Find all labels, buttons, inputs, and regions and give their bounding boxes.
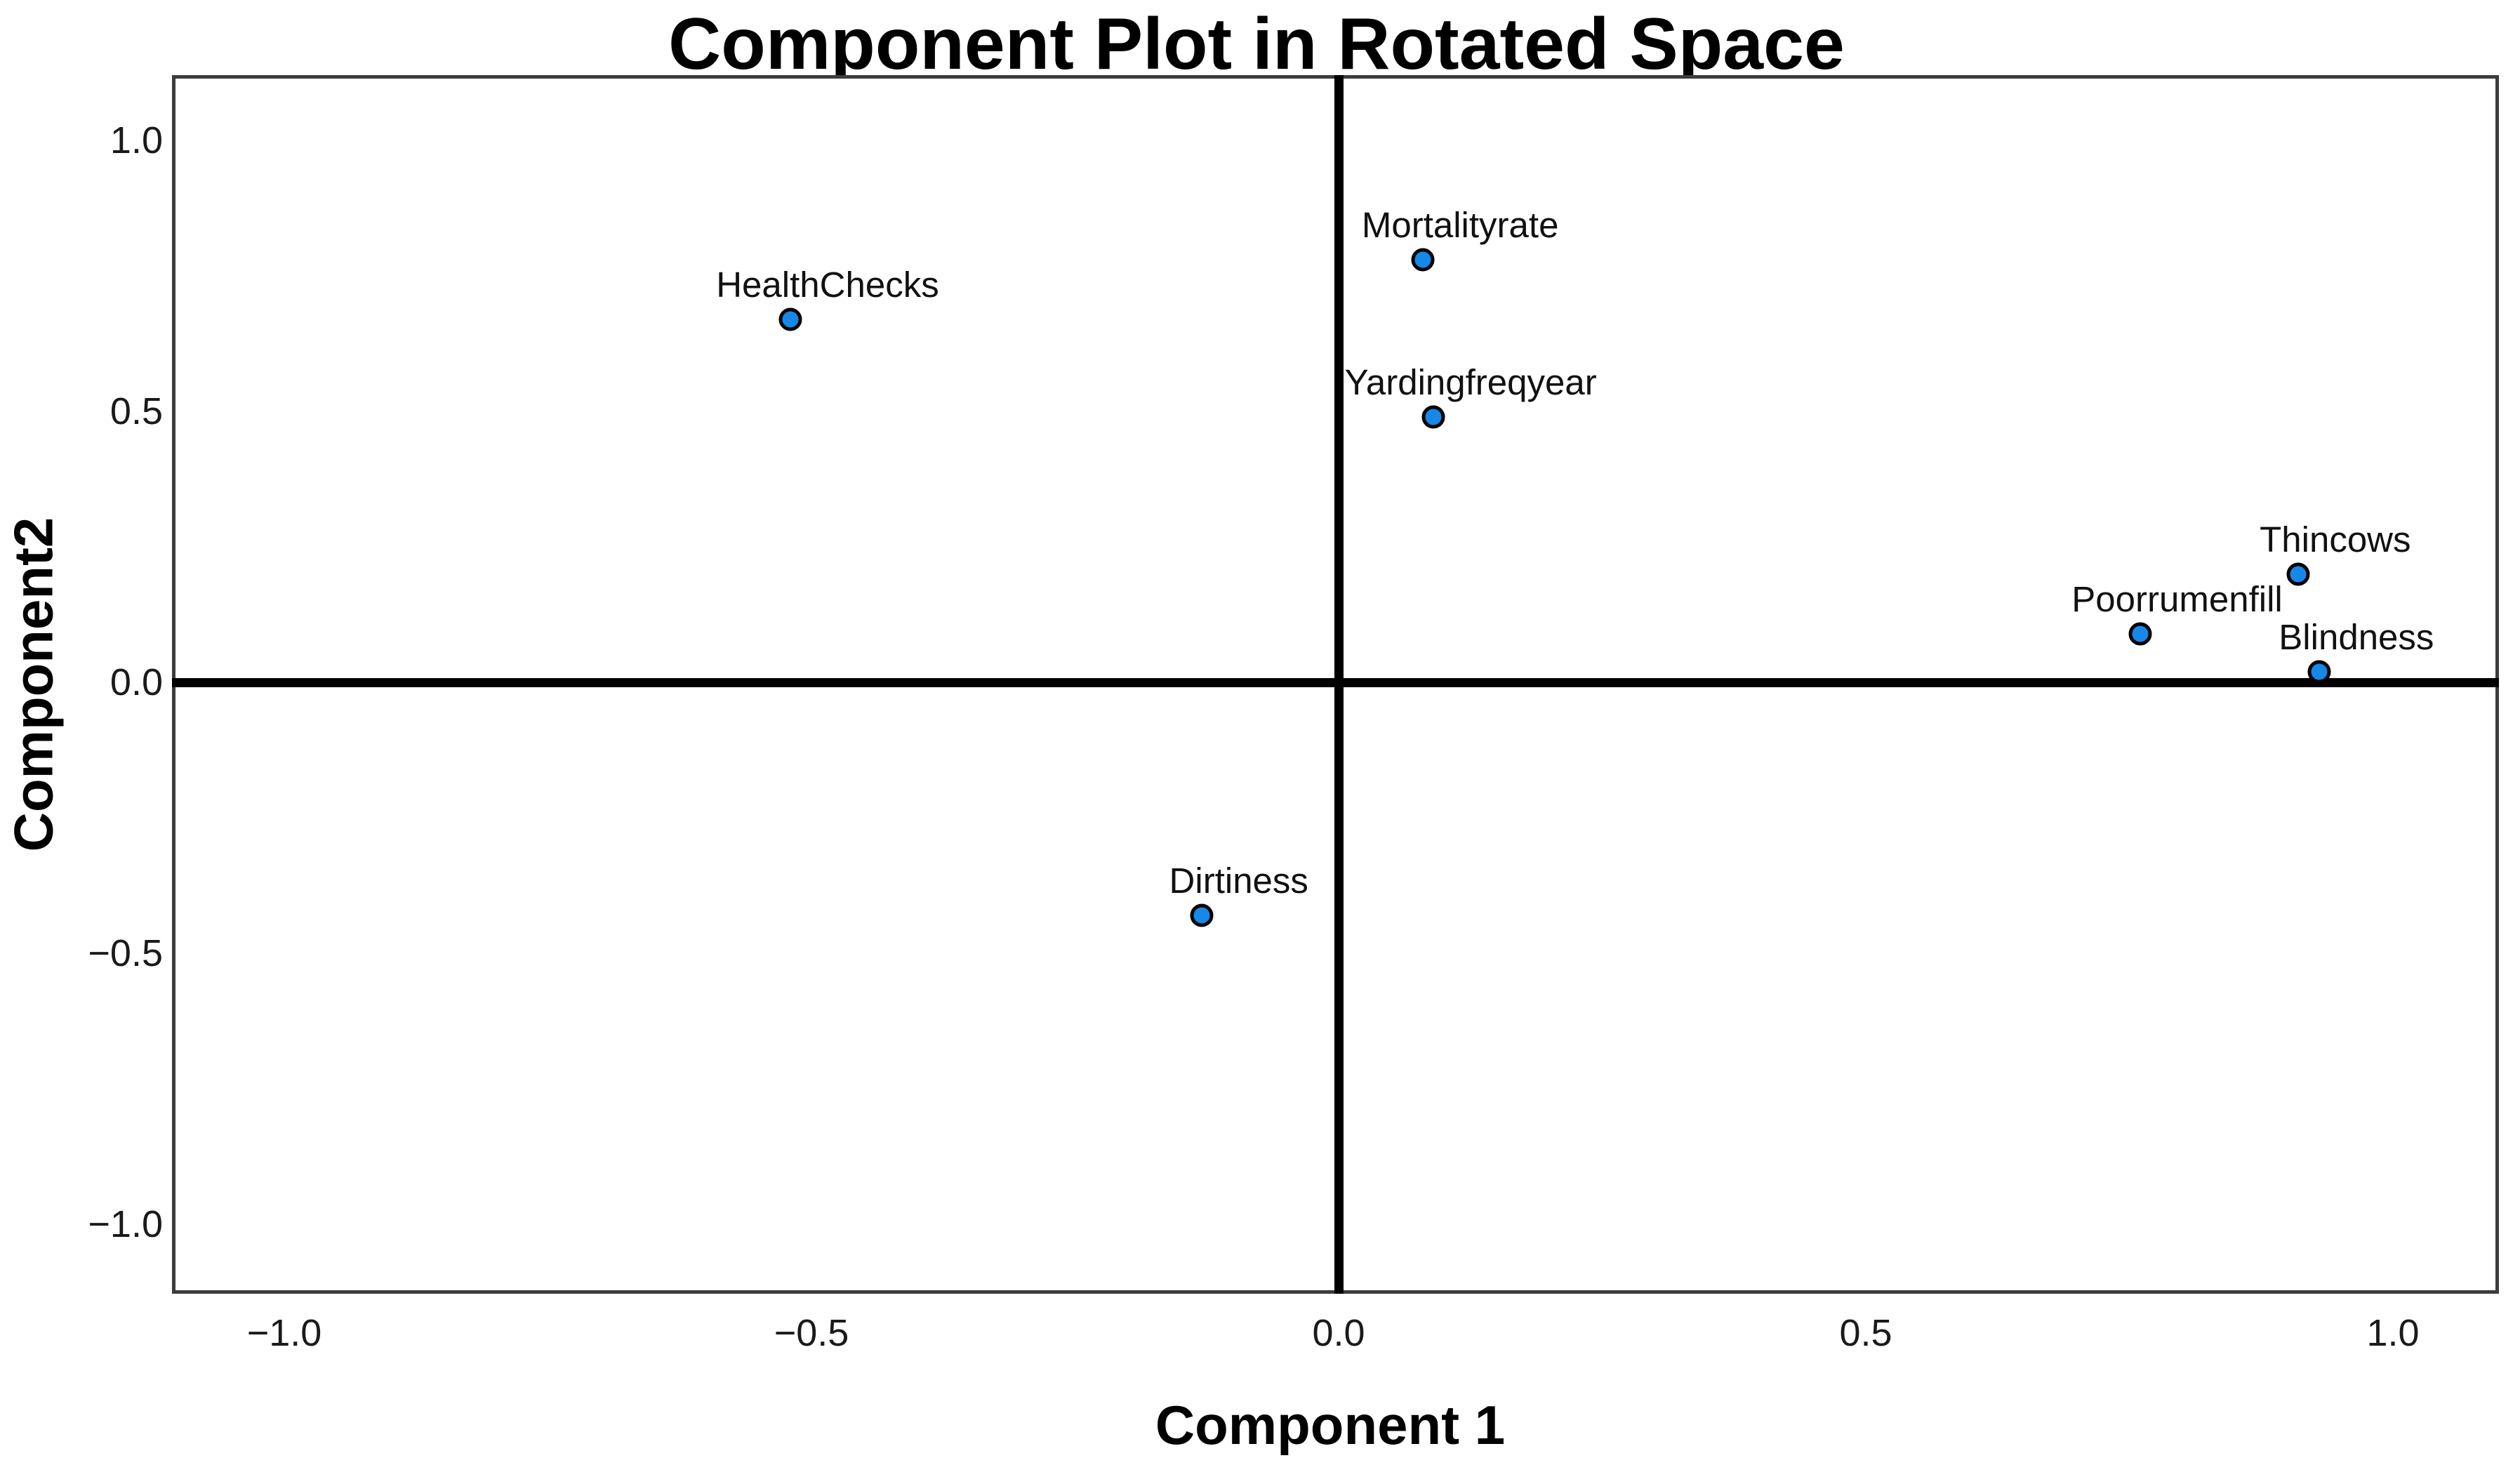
data-point-poorrumenfill [2128,622,2152,646]
data-point-label: Thincows [2260,519,2411,559]
data-point-yardingfreqyear [1421,405,1445,429]
data-point-healthchecks [778,307,802,331]
x-tick-label: 1.0 [2366,1312,2420,1354]
data-point-label: Yardingfreqyear [1344,362,1597,402]
y-tick-label: −1.0 [88,1203,163,1245]
y-tick-label: 0.5 [110,390,163,432]
x-tick-label: 0.5 [1839,1312,1892,1354]
x-tick-label: −1.0 [246,1312,322,1354]
data-point-label: HealthChecks [716,264,939,305]
y-tick-label: −0.5 [88,932,163,974]
y-axis-title: Component2 [2,517,65,852]
data-point-thincows [2286,562,2310,586]
chart-title: Component Plot in Rotated Space [668,4,1845,85]
data-point-label: Mortalityrate [1361,204,1559,245]
data-point-blindness [2307,660,2331,684]
x-axis-title: Component 1 [1155,1394,1506,1456]
y-tick-label: 1.0 [110,119,163,161]
y-zero-reference-line [172,678,2499,687]
x-tick-label: −0.5 [774,1312,849,1354]
data-point-label: Poorrumenfill [2071,578,2283,619]
data-point-label: Blindness [2279,616,2434,657]
data-point-mortalityrate [1411,248,1435,272]
data-point-label: Dirtiness [1169,860,1308,901]
y-tick-label: 0.0 [110,661,163,703]
data-point-dirtiness [1190,903,1214,927]
x-tick-label: 0.0 [1312,1312,1365,1354]
